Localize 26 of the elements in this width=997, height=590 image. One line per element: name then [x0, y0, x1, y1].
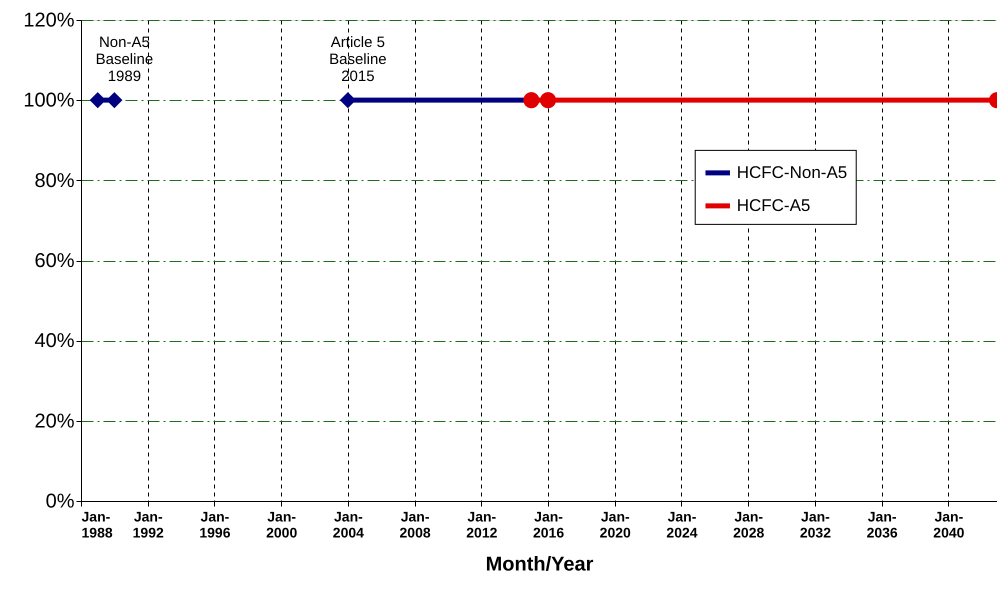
annotation: Non-A5 Baseline 1989 [96, 34, 154, 86]
y-tick-label: 20% [34, 410, 75, 432]
x-tick-label: Jan- 2004 [332, 508, 364, 540]
x-tick-label: Jan- 1996 [199, 508, 231, 540]
y-tick-label: 120% [23, 10, 75, 32]
annotation: Article 5 Baseline 2015 [329, 34, 387, 86]
x-tick-label: Jan- 2032 [800, 508, 832, 540]
x-tick-label: Jan- 2000 [266, 508, 298, 540]
y-tick-label: 80% [34, 170, 75, 192]
y-tick-label: 60% [34, 250, 75, 272]
x-tick-label: Jan- 2028 [733, 508, 764, 540]
x-tick-label: Jan- 2020 [600, 508, 632, 540]
x-tick-label: Jan- 1992 [132, 508, 164, 540]
y-tick-label: 0% [46, 490, 75, 512]
x-tick-label: Jan- 2040 [933, 508, 965, 540]
y-tick-label: 100% [23, 90, 75, 112]
x-tick-label: Jan- 2008 [400, 508, 431, 540]
x-tick-label: Jan- 2036 [866, 508, 898, 540]
x-tick-label: Jan- 2024 [666, 508, 698, 540]
y-tick-label: 40% [34, 330, 75, 352]
x-tick-label: Jan- 2016 [532, 508, 564, 540]
legend-label: HCFC-A5 [736, 196, 810, 215]
x-axis-title: Month/Year [486, 554, 594, 576]
x-tick-label: Jan- 1988 [82, 508, 113, 540]
x-tick-label: Jan- 2012 [466, 508, 498, 540]
legend-label: HCFC-Non-A5 [736, 162, 848, 182]
